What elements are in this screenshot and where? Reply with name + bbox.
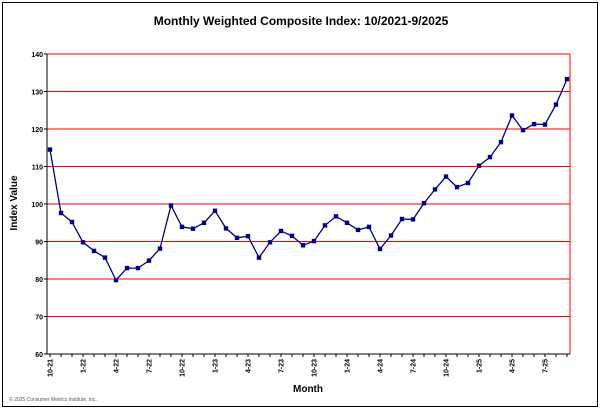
data-point (465, 180, 471, 186)
x-tick-label: 10-23 (312, 359, 319, 377)
chart-frame: Monthly Weighted Composite Index: 10/202… (2, 2, 598, 407)
y-tick-label: 70 (35, 315, 43, 322)
data-point (509, 113, 515, 118)
data-point (212, 208, 218, 213)
y-tick-label: 100 (31, 202, 43, 209)
x-tick-label: 4-23 (246, 359, 253, 373)
data-point (267, 240, 273, 245)
data-point (498, 139, 504, 145)
data-point (113, 277, 119, 283)
data-point (553, 102, 559, 107)
data-point (168, 203, 174, 208)
data-point (564, 76, 570, 82)
data-point (58, 210, 64, 216)
y-tick-label: 120 (31, 127, 43, 134)
data-point (399, 216, 405, 222)
data-point (487, 154, 493, 160)
data-point (333, 214, 339, 219)
data-point (80, 240, 86, 245)
data-point (410, 217, 416, 222)
x-tick-label: 1-24 (345, 359, 352, 373)
line-chart: Monthly Weighted Composite Index: 10/202… (9, 14, 571, 403)
data-series (47, 76, 570, 283)
copyright-text: © 2025 Consumer Metrics Institute, Inc. (9, 396, 97, 403)
grid-lines (47, 53, 571, 354)
data-point (201, 220, 207, 225)
data-point (421, 201, 427, 206)
data-point (454, 184, 460, 190)
x-tick-label: 7-22 (147, 359, 154, 373)
data-point (289, 233, 295, 239)
data-point (366, 224, 372, 230)
x-tick-label: 10-21 (48, 359, 55, 377)
data-point (190, 226, 196, 231)
y-tick-label: 110 (32, 165, 43, 172)
data-point (432, 187, 438, 192)
x-tick-label: 7-24 (411, 359, 418, 373)
y-tick-label: 60 (35, 352, 43, 359)
data-point (157, 246, 163, 251)
x-tick-label: 1-23 (213, 359, 220, 373)
data-point (146, 258, 152, 263)
data-point (311, 238, 317, 244)
data-point (124, 265, 130, 271)
data-point (91, 248, 97, 254)
data-point (245, 234, 251, 239)
data-point (531, 121, 537, 127)
data-point (278, 228, 284, 234)
x-tick-label: 7-23 (279, 359, 286, 373)
x-tick-label: 1-25 (477, 359, 484, 373)
x-tick-label: 4-24 (378, 359, 385, 373)
data-point (69, 219, 75, 225)
y-axis-ticks: 60 70 80 90 100 110 120 130 140 (31, 52, 47, 359)
x-axis-ticks: 10-21 1-22 4-22 7-22 10-22 1-23 4-23 7-23 10-23 1… (48, 354, 568, 377)
y-tick-label: 130 (31, 90, 43, 97)
x-tick-label: 10-24 (444, 359, 451, 377)
y-tick-label: 140 (31, 52, 43, 59)
data-point (542, 122, 548, 127)
data-point (355, 227, 361, 233)
x-axis-label: Month (293, 384, 323, 395)
data-point (102, 255, 108, 260)
x-tick-label: 7-25 (543, 359, 550, 373)
series-line (49, 78, 568, 282)
data-point (344, 220, 350, 225)
axes (46, 54, 570, 355)
data-point (322, 223, 328, 228)
x-tick-label: 1-22 (81, 359, 88, 373)
data-point (476, 163, 482, 168)
x-tick-label: 10-22 (180, 359, 187, 377)
data-point (377, 246, 383, 252)
data-point (520, 127, 526, 133)
x-tick-label: 4-22 (114, 359, 121, 373)
y-tick-label: 90 (35, 240, 43, 247)
data-point (300, 243, 306, 248)
data-point (234, 235, 240, 240)
chart-title: Monthly Weighted Composite Index: 10/202… (154, 14, 449, 28)
data-point (256, 255, 262, 260)
data-point (47, 147, 53, 152)
data-point (388, 233, 394, 238)
data-point (179, 224, 185, 230)
y-axis-label: Index Value (9, 175, 20, 230)
x-tick-label: 4-25 (510, 359, 517, 373)
data-point (135, 265, 141, 271)
y-tick-label: 80 (35, 277, 43, 284)
data-point (223, 226, 229, 231)
data-point (443, 174, 449, 179)
